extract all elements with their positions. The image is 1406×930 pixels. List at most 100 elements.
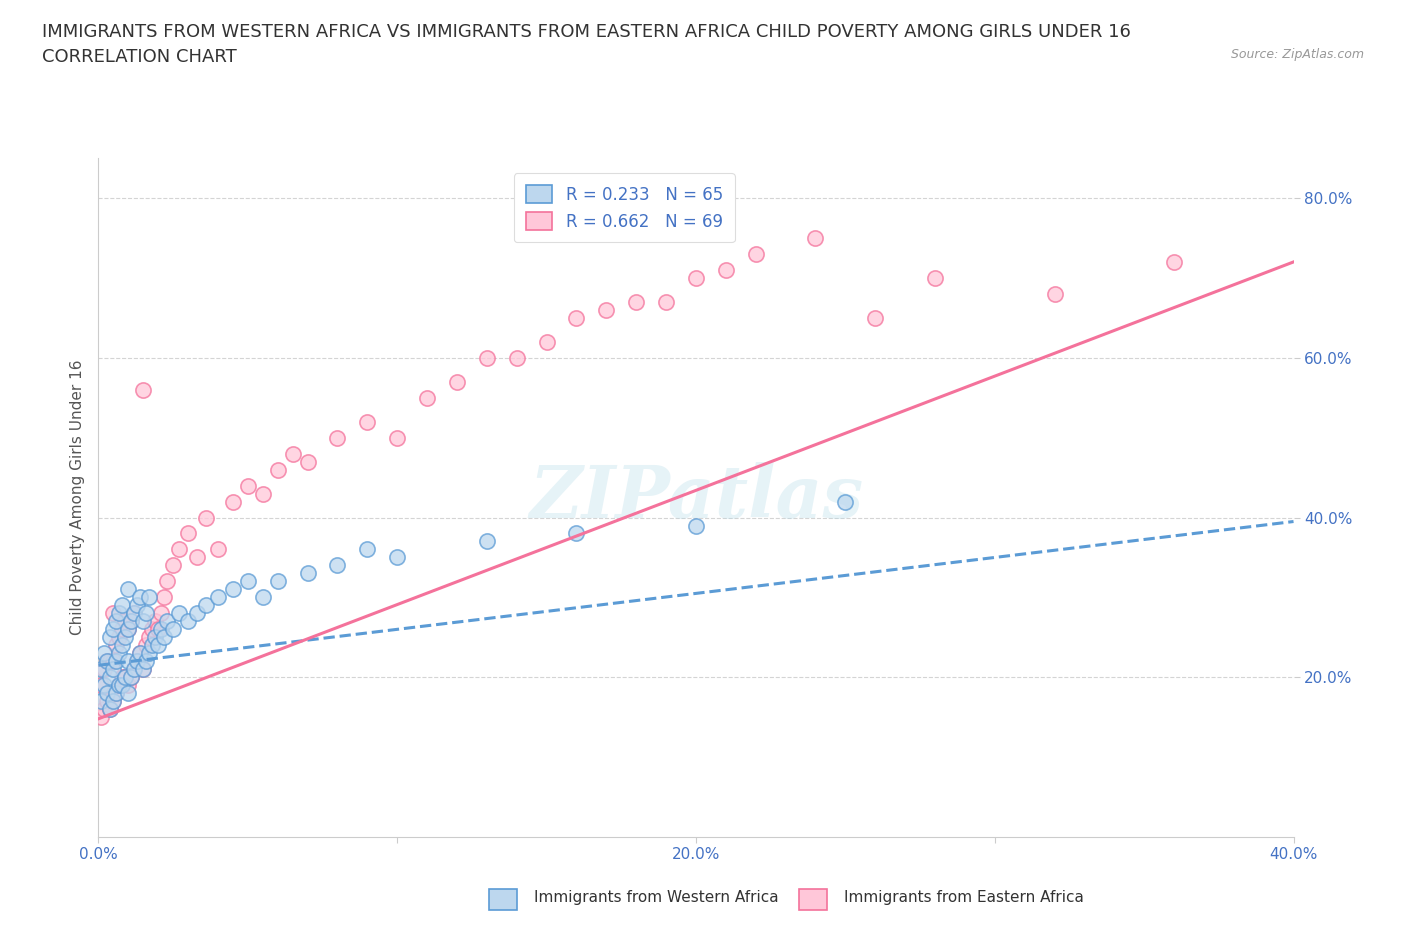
Point [565, 526, 588, 541]
Point [114, 670, 136, 684]
Point [129, 645, 152, 660]
Point [105, 685, 128, 700]
Point [105, 654, 128, 669]
Point [114, 670, 136, 684]
Point [475, 351, 498, 365]
Point [267, 462, 290, 477]
Point [98, 654, 122, 669]
Point [297, 454, 319, 469]
Text: IMMIGRANTS FROM WESTERN AFRICA VS IMMIGRANTS FROM EASTERN AFRICA CHILD POVERTY A: IMMIGRANTS FROM WESTERN AFRICA VS IMMIGR… [42, 23, 1130, 41]
Point [129, 645, 152, 660]
Point [167, 606, 190, 621]
Point [117, 622, 139, 637]
Point [177, 526, 200, 541]
Point [236, 574, 259, 589]
Point [111, 678, 134, 693]
Text: ZIPatlas: ZIPatlas [529, 462, 863, 533]
Point [281, 446, 304, 461]
Point [120, 614, 142, 629]
Point [117, 582, 139, 597]
Point [96, 654, 118, 669]
Point [114, 614, 136, 629]
Point [103, 654, 125, 669]
Point [745, 246, 768, 261]
Point [103, 694, 125, 709]
Point [93, 662, 115, 677]
Point [416, 391, 439, 405]
Point [132, 662, 155, 677]
Point [90, 678, 112, 693]
Point [105, 638, 128, 653]
Point [98, 702, 122, 717]
Point [865, 311, 887, 325]
Point [108, 630, 131, 644]
Point [446, 374, 468, 389]
Point [90, 694, 112, 709]
Point [124, 662, 146, 677]
Point [595, 302, 617, 317]
Point [536, 335, 558, 350]
Point [143, 614, 166, 629]
Point [297, 566, 319, 581]
Point [117, 622, 139, 637]
Point [141, 638, 163, 653]
Point [120, 614, 142, 629]
Point [167, 542, 190, 557]
Point [96, 694, 118, 709]
Point [153, 630, 176, 644]
Text: Immigrants from Eastern Africa: Immigrants from Eastern Africa [844, 890, 1084, 905]
Point [685, 271, 707, 286]
Point [111, 622, 134, 637]
Point [103, 694, 125, 709]
Legend: R = 0.233   N = 65, R = 0.662   N = 69: R = 0.233 N = 65, R = 0.662 N = 69 [515, 173, 734, 242]
Point [222, 494, 245, 509]
Point [117, 654, 139, 669]
Y-axis label: Child Poverty Among Girls Under 16: Child Poverty Among Girls Under 16 [69, 360, 84, 635]
Point [143, 630, 166, 644]
Point [108, 678, 131, 693]
Point [156, 574, 179, 589]
Point [565, 311, 588, 325]
Point [103, 606, 125, 621]
Point [132, 662, 155, 677]
Point [148, 638, 170, 653]
Point [135, 654, 157, 669]
Point [385, 550, 409, 565]
Point [1043, 286, 1066, 301]
Point [132, 614, 155, 629]
Text: Source: ZipAtlas.com: Source: ZipAtlas.com [1230, 48, 1364, 61]
Point [105, 614, 128, 629]
Point [506, 351, 529, 365]
Point [804, 231, 827, 246]
Point [98, 702, 122, 717]
Point [124, 662, 146, 677]
Point [252, 590, 274, 604]
Point [150, 606, 173, 621]
Point [148, 622, 170, 637]
Point [207, 590, 229, 604]
Point [156, 614, 179, 629]
Point [326, 558, 349, 573]
Point [111, 598, 134, 613]
Point [135, 606, 157, 621]
Point [114, 630, 136, 644]
Point [1163, 255, 1185, 270]
Point [207, 542, 229, 557]
Point [90, 710, 112, 724]
Point [138, 645, 160, 660]
Point [120, 670, 142, 684]
Point [117, 685, 139, 700]
Point [138, 590, 160, 604]
Point [624, 295, 647, 310]
Point [124, 606, 146, 621]
Point [924, 271, 946, 286]
Point [236, 478, 259, 493]
Point [111, 638, 134, 653]
Point [385, 431, 409, 445]
Point [141, 622, 163, 637]
Point [252, 486, 274, 501]
Point [162, 558, 184, 573]
Point [186, 606, 208, 621]
Text: Immigrants from Western Africa: Immigrants from Western Africa [534, 890, 779, 905]
Point [90, 662, 112, 677]
